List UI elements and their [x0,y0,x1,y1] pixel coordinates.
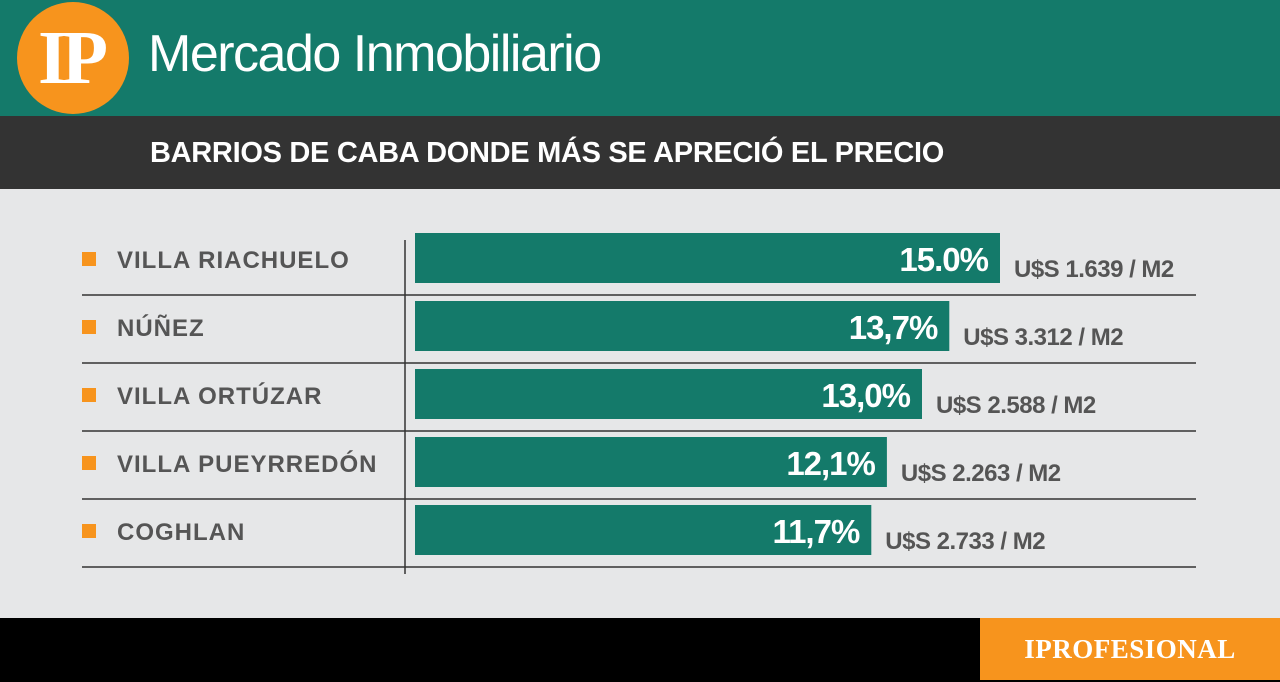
bullet-square [82,252,96,266]
bar [415,437,887,487]
bar [415,505,872,555]
value-label: 15.0% [899,241,988,278]
page-title: Mercado Inmobiliario [148,25,602,83]
logo-text: IP [38,16,108,100]
brand-badge: IPROFESIONAL [980,618,1280,680]
value-label: 13,7% [849,309,938,346]
price-label: U$S 2.588 / M2 [936,392,1096,419]
value-label: 11,7% [773,513,860,550]
header-bar [0,0,1280,116]
value-label: 13,0% [821,377,910,414]
bar [415,369,922,419]
category-label: VILLA PUEYRREDÓN [117,450,377,478]
price-label: U$S 3.312 / M2 [963,324,1123,351]
brand-name: IPROFESIONAL [1024,633,1236,664]
bullet-square [82,388,96,402]
price-label: U$S 2.263 / M2 [901,460,1061,487]
bullet-square [82,524,96,538]
subtitle-bar [0,116,1280,189]
ip-logo: IP [17,2,129,114]
bar-chart: VILLA RIACHUELO 15.0% U$S 1.639 / M2 NÚÑEZ 1… [82,233,1196,574]
bar [415,301,950,351]
category-label: COGHLAN [117,519,245,546]
category-label: VILLA ORTÚZAR [117,382,322,410]
bullet-square [82,456,96,470]
value-label: 12,1% [786,445,875,482]
price-label: U$S 1.639 / M2 [1014,256,1174,283]
price-label: U$S 2.733 / M2 [885,528,1045,555]
chart-title: BARRIOS DE CABA DONDE MÁS SE APRECIÓ EL … [150,137,944,169]
bar [415,233,1000,283]
category-label: VILLA RIACHUELO [117,247,350,274]
bullet-square [82,320,96,334]
category-label: NÚÑEZ [117,314,205,342]
